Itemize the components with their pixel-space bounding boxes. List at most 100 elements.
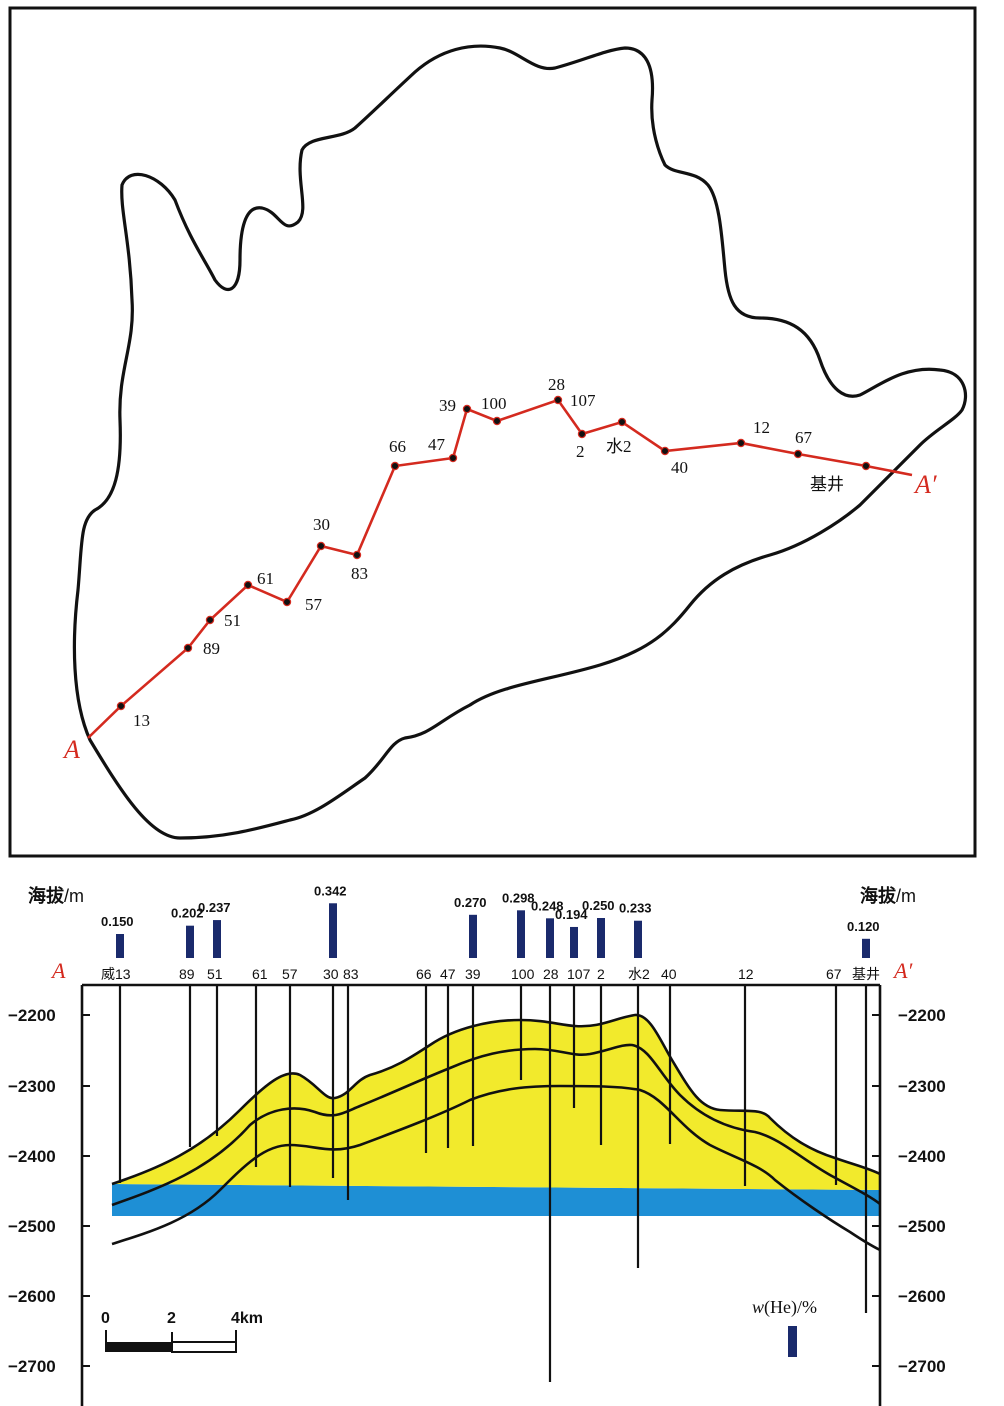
right-elevation-ticks: −2200 −2300 −2400 −2500 −2600 −2700 — [872, 1006, 946, 1376]
horizon-line-top — [111, 1013, 881, 1186]
map-well-dot — [116, 701, 126, 711]
map-start-label: A — [62, 735, 80, 764]
section-route-line — [87, 398, 913, 739]
well-name-label: 107 — [567, 966, 591, 982]
he-value-label: 0.237 — [198, 900, 231, 915]
he-bar — [517, 910, 525, 958]
well-name-label: 67 — [826, 966, 842, 982]
he-value-label: 0.194 — [555, 907, 588, 922]
well-name-label: 12 — [738, 966, 754, 982]
well-name-label: 2 — [597, 966, 605, 982]
map-well-label: 67 — [795, 428, 813, 447]
he-bar — [329, 903, 337, 958]
map-well-label: 水2 — [606, 437, 632, 456]
well-name-label: 30 — [323, 966, 339, 982]
he-bar — [570, 926, 578, 958]
map-well-dot — [553, 395, 563, 405]
left-elevation-ticks: −2200 −2300 −2400 −2500 −2600 −2700 — [8, 1006, 90, 1376]
map-well-label: 47 — [428, 435, 446, 454]
well-name-label: 40 — [661, 966, 677, 982]
left-tick-label: −2300 — [8, 1077, 56, 1096]
map-border — [8, 6, 977, 858]
right-tick-label: −2500 — [898, 1217, 946, 1236]
map-well-dot — [316, 541, 326, 551]
well-name-label: 基井 — [852, 966, 880, 982]
legend-bar-swatch — [788, 1326, 797, 1357]
well-name-label: 47 — [440, 966, 456, 982]
he-value-label: 0.298 — [502, 890, 535, 905]
he-value-label: 0.150 — [101, 914, 134, 929]
map-well-label: 13 — [133, 711, 150, 730]
map-well-dot — [617, 417, 627, 427]
well-name-label: 57 — [282, 966, 298, 982]
map-well-label: 83 — [351, 564, 368, 583]
map-well-label: 40 — [671, 458, 688, 477]
scale-label-4: 4km — [231, 1310, 263, 1327]
map-well-dot — [462, 404, 472, 414]
right-tick-label: −2700 — [898, 1357, 946, 1376]
map-well-dot — [390, 461, 400, 471]
well-name-label: 水2 — [628, 966, 650, 982]
map-well-label: 12 — [753, 418, 770, 437]
blue-layer — [112, 1184, 880, 1216]
map-well-dot — [861, 461, 871, 471]
map-well-label: 30 — [313, 515, 330, 534]
left-tick-label: −2600 — [8, 1287, 56, 1306]
left-tick-label: −2200 — [8, 1006, 56, 1025]
well-columns: 威13 0.150 89 0.202 51 0.237 61 57 30 0.342 83 66 47 3… — [101, 883, 880, 1382]
right-tick-label: −2300 — [898, 1077, 946, 1096]
map-well-label: 39 — [439, 396, 456, 415]
map-well-dot — [448, 453, 458, 463]
map-well-dot — [352, 550, 362, 560]
left-tick-label: −2400 — [8, 1147, 56, 1166]
well-name-label: 51 — [207, 966, 223, 982]
left-tick-label: −2500 — [8, 1217, 56, 1236]
map-well-dot — [736, 438, 746, 448]
scale-label-2: 2 — [167, 1310, 176, 1327]
legend: w(He)/% — [752, 1297, 817, 1357]
well-name-label: 66 — [416, 966, 432, 982]
map-well-label: 66 — [389, 437, 406, 456]
he-value-label: 0.233 — [619, 901, 652, 916]
he-bar — [862, 938, 870, 958]
he-value-label: 0.248 — [531, 898, 564, 913]
map-well-dot — [577, 429, 587, 439]
left-axis-title: 海拔/m — [28, 885, 84, 906]
map-well-dot — [205, 615, 215, 625]
map-well-label: 2 — [576, 442, 585, 461]
basin-outline — [72, 44, 968, 840]
map-well-label: 28 — [548, 375, 565, 394]
horizon-line-3 — [111, 1084, 881, 1252]
horizon-line-2 — [111, 1043, 881, 1207]
he-value-label: 0.270 — [454, 895, 487, 910]
section-end-label: A′ — [892, 958, 913, 983]
scale-bar-white — [171, 1341, 237, 1353]
section-start-label: A — [50, 958, 66, 983]
map-well-label: 51 — [224, 611, 241, 630]
he-bar — [213, 920, 221, 958]
he-value-label: 0.342 — [314, 883, 347, 898]
map-well-dot — [183, 643, 193, 653]
well-name-label: 28 — [543, 966, 559, 982]
map-well-label: 107 — [570, 391, 596, 410]
right-tick-label: −2400 — [898, 1147, 946, 1166]
he-value-label: 0.250 — [582, 898, 615, 913]
well-name-label: 61 — [252, 966, 268, 982]
he-bar — [469, 914, 477, 958]
well-name-label: 89 — [179, 966, 195, 982]
map-well-label: 100 — [481, 394, 507, 413]
left-tick-label: −2700 — [8, 1357, 56, 1376]
he-bar — [546, 918, 554, 958]
he-value-label: 0.120 — [847, 919, 880, 934]
map-well-dot — [492, 416, 502, 426]
yellow-layer — [112, 1014, 880, 1190]
he-bar — [634, 920, 642, 958]
well-name-label: 威13 — [101, 966, 131, 982]
map-well-dot — [793, 449, 803, 459]
he-value-label: 0.202 — [171, 906, 204, 921]
map-well-dot — [660, 446, 670, 456]
map-well-label: 基井 — [810, 475, 844, 494]
map-well-dot — [243, 580, 253, 590]
